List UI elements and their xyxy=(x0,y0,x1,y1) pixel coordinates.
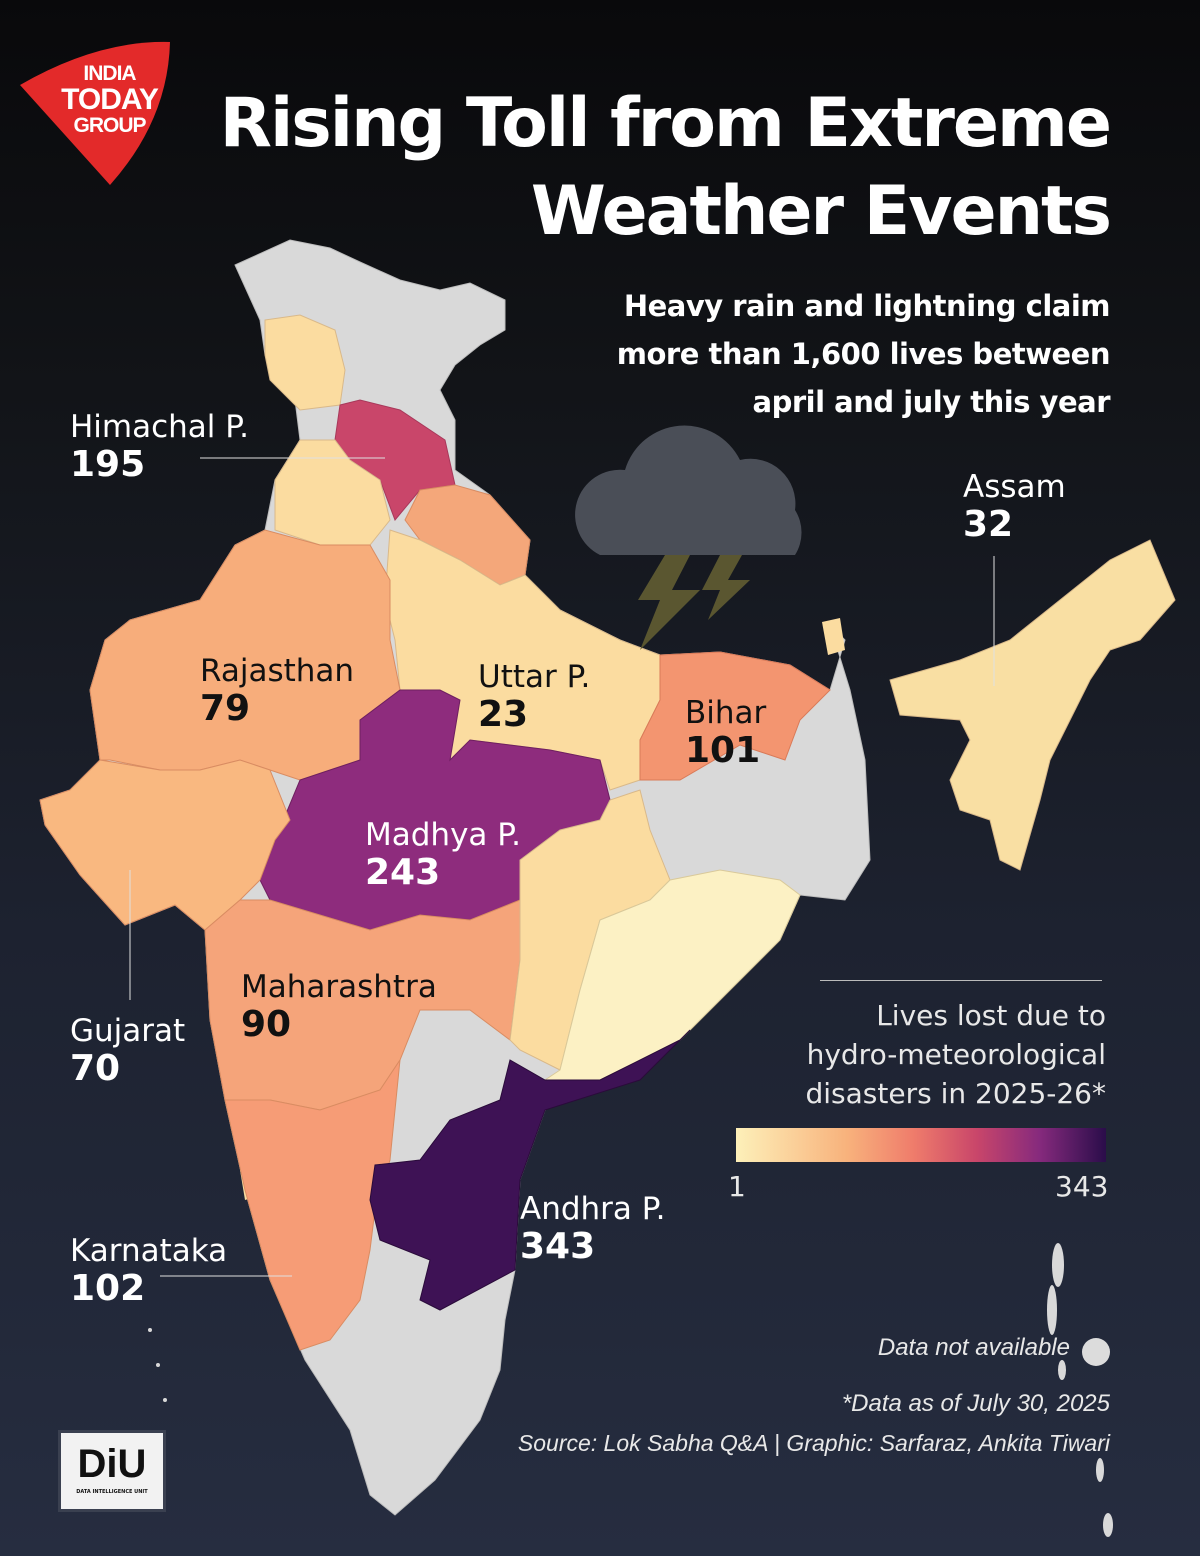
label-himachal: Himachal P. 195 xyxy=(70,408,249,484)
state-karnataka xyxy=(224,1059,401,1351)
title-line: Weather Events xyxy=(530,172,1112,251)
label-uttar-pradesh: Uttar P. 23 xyxy=(478,658,590,734)
no-data-label: Data not available xyxy=(877,1334,1070,1361)
state-name: Himachal P. xyxy=(70,409,249,445)
legend-divider xyxy=(820,980,1102,981)
state-name: Rajasthan xyxy=(200,653,355,689)
state-value: 243 xyxy=(365,852,441,893)
state-value: 23 xyxy=(478,694,529,735)
state-sikkim xyxy=(822,618,845,655)
state-name: Andhra P. xyxy=(520,1191,666,1227)
storm-cloud-icon xyxy=(575,425,802,650)
state-bihar xyxy=(639,651,831,781)
state-name: Madhya P. xyxy=(365,817,521,853)
legend-max: 343 xyxy=(1055,1170,1109,1203)
state-punjab xyxy=(274,439,391,546)
india-today-group-logo xyxy=(18,40,173,188)
subtitle-line: more than 1,600 lives between xyxy=(616,337,1111,371)
label-karnataka: Karnataka 102 xyxy=(70,1232,227,1308)
page-title: Rising Toll from Extreme Weather Events xyxy=(219,80,1112,256)
andaman-islands xyxy=(1047,1243,1113,1537)
label-gujarat: Gujarat 70 xyxy=(70,1012,185,1088)
label-madhya-pradesh: Madhya P. 243 xyxy=(365,816,521,892)
logo-line: GROUP xyxy=(73,114,146,137)
state-andhra-pradesh xyxy=(369,1029,691,1311)
legend-title-line: disasters in 2025-26* xyxy=(805,1077,1106,1110)
state-name: Bihar xyxy=(685,695,767,731)
title-line: Rising Toll from Extreme xyxy=(219,84,1112,163)
logo-text: INDIA TODAY GROUP xyxy=(52,62,167,138)
legend-color-scale xyxy=(736,1128,1106,1162)
diu-logo: DiU DATA INTELLIGENCE UNIT xyxy=(58,1430,166,1512)
legend-title-line: hydro-meteorological xyxy=(806,1038,1106,1071)
state-name: Assam xyxy=(963,469,1066,505)
state-value: 343 xyxy=(520,1226,596,1267)
logo-line: INDIA xyxy=(83,62,136,85)
lakshadweep-islands xyxy=(148,1328,167,1402)
subtitle-line: Heavy rain and lightning claim xyxy=(623,289,1111,323)
state-value: 32 xyxy=(963,504,1014,545)
source-credit: Source: Lok Sabha Q&A | Graphic: Sarfara… xyxy=(517,1430,1110,1456)
label-andhra-pradesh: Andhra P. 343 xyxy=(520,1190,666,1266)
state-value: 102 xyxy=(70,1268,146,1309)
state-value: 195 xyxy=(70,444,146,485)
no-data-swatch xyxy=(1082,1338,1110,1366)
diu-logo-subtitle: DATA INTELLIGENCE UNIT xyxy=(76,1489,148,1495)
subtitle-line: april and july this year xyxy=(752,385,1111,419)
legend-title-line: Lives lost due to xyxy=(876,999,1106,1032)
state-value: 90 xyxy=(241,1004,292,1045)
label-assam: Assam 32 xyxy=(963,468,1066,544)
legend-min: 1 xyxy=(728,1170,746,1203)
state-value: 101 xyxy=(685,730,761,771)
state-name: Gujarat xyxy=(70,1013,186,1049)
state-odisha xyxy=(543,869,801,1081)
state-name: Uttar P. xyxy=(478,659,591,695)
label-bihar: Bihar 101 xyxy=(685,694,766,770)
data-note: *Data as of July 30, 2025 xyxy=(841,1390,1110,1417)
subtitle: Heavy rain and lightning claim more than… xyxy=(616,282,1111,426)
diu-logo-text: DiU xyxy=(77,1442,147,1486)
label-rajasthan: Rajasthan 79 xyxy=(200,652,354,728)
label-maharashtra: Maharashtra 90 xyxy=(241,968,437,1044)
state-value: 70 xyxy=(70,1048,121,1089)
state-name: Maharashtra xyxy=(241,969,437,1005)
state-value: 79 xyxy=(200,688,251,729)
state-jammu-kashmir xyxy=(264,314,346,411)
legend-title: Lives lost due to hydro-meteorological d… xyxy=(805,996,1106,1113)
logo-line: TODAY xyxy=(61,83,159,116)
state-name: Karnataka xyxy=(70,1233,228,1269)
northeast-states xyxy=(889,539,1176,871)
